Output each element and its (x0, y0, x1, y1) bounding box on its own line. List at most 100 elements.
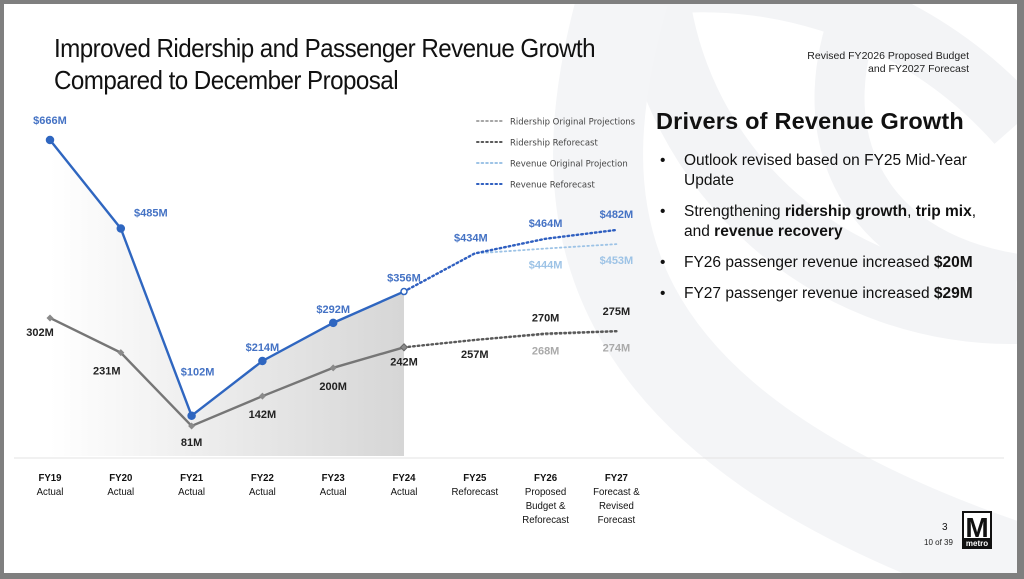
x-tick-label: Reforecast (451, 487, 498, 498)
x-tick-label: Actual (107, 487, 134, 498)
series-lines (49, 139, 618, 428)
data-label: 302M (26, 327, 54, 339)
data-label: 275M (603, 306, 631, 318)
logo-letter: M (965, 512, 988, 543)
chart-shading (50, 140, 404, 456)
bullet-emphasis: revenue recovery (714, 223, 843, 240)
logo-text: metro (966, 539, 988, 548)
x-tick-label: FY24 (392, 473, 415, 484)
x-tick-label: Budget & (526, 501, 566, 512)
bullet-icon: • (660, 254, 666, 271)
page-number: 3 (942, 522, 948, 533)
data-label: $453M (600, 255, 634, 267)
x-tick-labels: FY19 Actual FY20 Actual FY21 Actual FY22 Actual… (37, 473, 640, 526)
data-label: $102M (181, 367, 215, 379)
bullet-text: , (907, 203, 916, 220)
metro-logo: M metro (962, 511, 992, 549)
subtitle-line-2: and FY2027 Forecast (868, 63, 969, 75)
data-label: $464M (529, 218, 563, 230)
data-point (399, 343, 409, 352)
data-label: $214M (246, 342, 280, 354)
data-point (117, 349, 125, 357)
data-point (258, 392, 266, 400)
x-tick-label: FY25 (463, 473, 486, 484)
data-label: 270M (532, 313, 560, 325)
page-count: 10 of 39 (924, 538, 953, 547)
data-labels: $666M $485M $102M $214M $292M $356M 302M 231M 81… (26, 115, 633, 449)
series-line-revenue-reforecast (402, 228, 618, 293)
data-label: 274M (603, 343, 631, 355)
data-label: $434M (454, 232, 488, 244)
bullet-icon: • (660, 285, 666, 302)
data-label: $444M (529, 260, 563, 272)
drivers-list: • Outlook revised based on FY25 Mid-Year … (656, 151, 996, 304)
slide-title-line-2: Compared to December Proposal (54, 65, 399, 95)
legend: Ridership Original Projections Ridership … (476, 118, 636, 191)
bullet-text: Strengthening (684, 203, 785, 220)
bullet-text: Outlook revised based on FY25 Mid-Year U… (684, 152, 967, 189)
data-label: $356M (387, 273, 421, 285)
data-label: $485M (134, 207, 168, 219)
x-tick-label: FY23 (322, 473, 345, 484)
x-tick-label: Forecast & (593, 487, 640, 498)
data-point (46, 314, 54, 322)
bullet-emphasis: $29M (933, 285, 973, 302)
driver-bullet: • FY27 passenger revenue increased $29M (656, 284, 996, 304)
data-point (45, 135, 55, 145)
bullet-emphasis: trip mix (915, 203, 972, 220)
series-line-ridership-reforecast (402, 329, 618, 349)
x-tick-label: Actual (320, 487, 347, 498)
data-label: $292M (316, 304, 350, 316)
data-label: 268M (532, 346, 560, 358)
x-tick-label: FY20 (109, 473, 132, 484)
data-label: 257M (461, 349, 489, 361)
series-points (45, 135, 409, 430)
data-point (400, 287, 408, 296)
driver-bullet: • FY26 passenger revenue increased $20M (656, 253, 996, 273)
data-label: 81M (181, 437, 202, 449)
x-tick-label: Reforecast (522, 515, 569, 526)
legend-label: Ridership Original Projections (510, 118, 636, 128)
x-tick-label: Actual (391, 487, 418, 498)
driver-bullet: • Strengthening ridership growth, trip mi… (656, 202, 996, 242)
x-tick-label: Forecast (598, 515, 636, 526)
bullet-icon: • (660, 152, 666, 169)
data-label: 142M (249, 409, 277, 421)
ridership-revenue-chart: $666M $485M $102M $214M $292M $356M 302M 231M 81… (14, 115, 1004, 526)
data-point (329, 364, 337, 372)
bullet-emphasis: ridership growth (784, 203, 908, 220)
data-point (187, 411, 196, 420)
data-point (116, 224, 126, 233)
slide-subtitle: Revised FY2026 Proposed Budget and FY202… (807, 50, 969, 76)
subtitle-line-1: Revised FY2026 Proposed Budget (807, 50, 969, 62)
x-tick-label: FY27 (605, 473, 628, 484)
x-tick-label: Actual (249, 487, 276, 498)
x-tick-label: Proposed (525, 487, 566, 498)
bullet-emphasis: $20M (933, 254, 973, 271)
slide-title: Improved Ridership and Passenger Revenue… (54, 32, 596, 96)
x-tick-label: FY22 (251, 473, 274, 484)
bullet-text: FY27 passenger revenue increased (684, 285, 934, 302)
slide-title-line-1: Improved Ridership and Passenger Revenue… (54, 33, 596, 63)
legend-label: Revenue Reforecast (510, 181, 596, 191)
data-label: $666M (33, 115, 67, 127)
slide: Improved Ridership and Passenger Revenue… (4, 4, 1017, 573)
series-line-ridership-actual (49, 316, 405, 428)
x-tick-label: FY19 (38, 473, 61, 484)
series-line-revenue-actual (49, 139, 405, 418)
bullet-text: , and (684, 203, 977, 240)
driver-bullet: • Outlook revised based on FY25 Mid-Year … (656, 151, 996, 191)
data-label: 242M (390, 356, 418, 368)
background-arc-decoration (553, 4, 1017, 573)
data-point (188, 422, 196, 430)
x-tick-label: FY21 (180, 473, 203, 484)
legend-label: Revenue Original Projection (510, 160, 628, 170)
data-label: $482M (600, 209, 634, 221)
legend-label: Ridership Reforecast (510, 139, 598, 149)
x-tick-label: Actual (178, 487, 205, 498)
data-label: 200M (319, 381, 347, 393)
drivers-panel: Drivers of Revenue Growth • Outlook revis… (656, 108, 996, 315)
drivers-title: Drivers of Revenue Growth (656, 108, 964, 134)
x-tick-label: FY26 (534, 473, 557, 484)
actuals-shaded-area (50, 140, 404, 456)
